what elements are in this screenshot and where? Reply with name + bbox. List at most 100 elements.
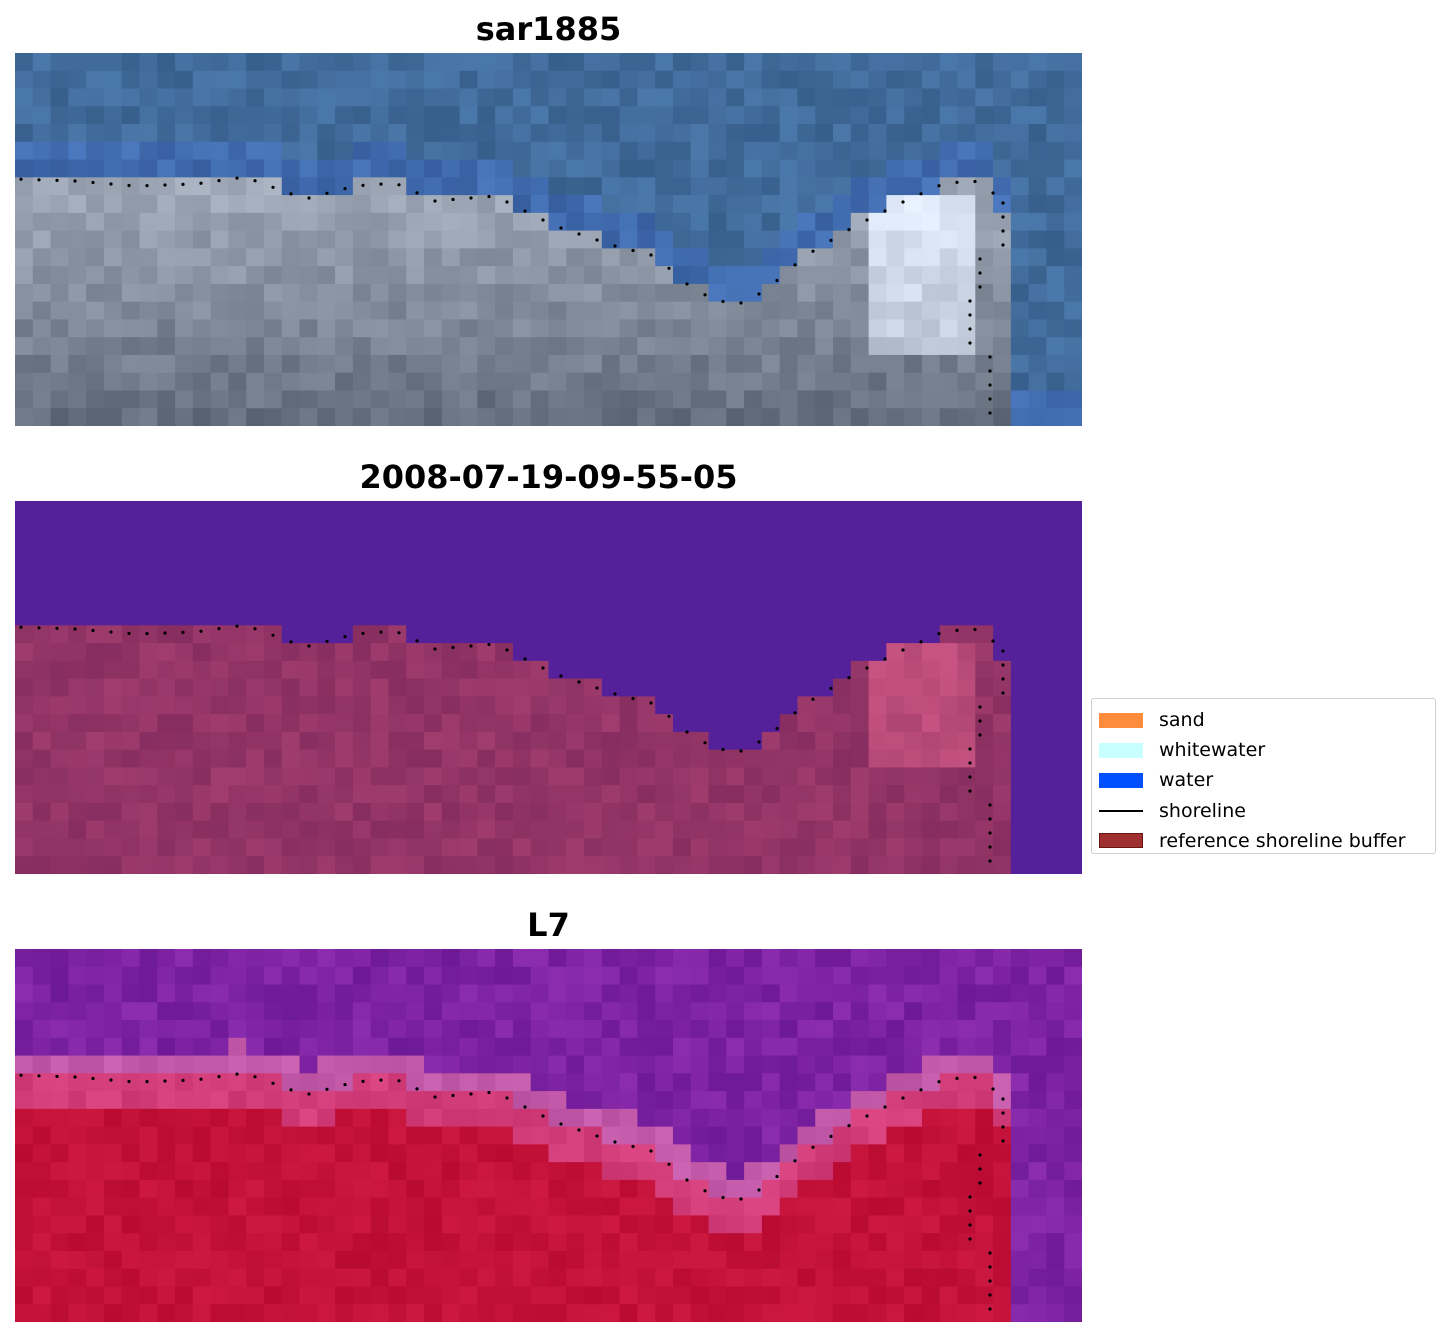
raster-pixel: [975, 572, 994, 591]
raster-pixel: [655, 572, 674, 591]
shoreline-point: [919, 192, 923, 196]
raster-pixel: [655, 212, 674, 232]
raster-pixel: [317, 749, 336, 769]
raster-pixel: [761, 372, 781, 392]
raster-pixel: [299, 1233, 318, 1252]
raster-pixel: [50, 554, 69, 573]
raster-pixel: [815, 337, 834, 356]
raster-pixel: [850, 212, 870, 232]
raster-pixel: [424, 607, 443, 626]
raster-pixel: [86, 696, 105, 715]
raster-pixel: [103, 607, 123, 626]
raster-pixel: [690, 106, 710, 125]
raster-pixel: [619, 660, 639, 680]
raster-pixel: [50, 572, 69, 591]
raster-pixel: [530, 390, 550, 409]
raster-pixel: [406, 372, 425, 392]
raster-pixel: [993, 319, 1012, 338]
raster-pixel: [886, 408, 905, 426]
raster-pixel: [815, 949, 834, 968]
raster-pixel: [441, 1002, 461, 1021]
raster-pixel: [1028, 88, 1048, 107]
raster-pixel: [690, 1215, 710, 1234]
raster-pixel: [335, 70, 354, 90]
raster-pixel: [441, 1091, 461, 1110]
raster-pixel: [868, 266, 887, 285]
raster-pixel: [68, 589, 87, 609]
raster-pixel: [548, 1304, 567, 1322]
raster-pixel: [210, 301, 229, 321]
raster-pixel: [939, 966, 959, 986]
raster-pixel: [779, 984, 799, 1003]
raster-pixel: [708, 337, 727, 356]
raster-pixel: [868, 1144, 887, 1163]
raster-pixel: [352, 696, 372, 715]
raster-pixel: [352, 802, 372, 822]
raster-pixel: [406, 984, 425, 1003]
raster-pixel: [726, 1268, 745, 1288]
raster-pixel: [975, 678, 994, 697]
raster-pixel: [459, 301, 478, 321]
raster-pixel: [886, 966, 905, 986]
raster-pixel: [530, 554, 550, 573]
raster-pixel: [281, 714, 301, 733]
raster-pixel: [868, 678, 887, 697]
raster-pixel: [15, 88, 34, 107]
raster-pixel: [1010, 159, 1030, 178]
raster-pixel: [566, 678, 585, 697]
raster-pixel: [619, 1144, 639, 1163]
raster-pixel: [868, 1108, 887, 1128]
raster-pixel: [477, 266, 496, 285]
raster-pixel: [797, 966, 816, 986]
raster-pixel: [406, 195, 425, 214]
raster-pixel: [744, 802, 763, 822]
raster-pixel: [672, 141, 692, 161]
raster-pixel: [886, 70, 905, 90]
raster-pixel: [1046, 212, 1065, 232]
raster-pixel: [139, 88, 158, 107]
raster-pixel: [975, 1304, 994, 1322]
raster-pixel: [370, 749, 390, 769]
raster-pixel: [566, 1179, 585, 1199]
raster-pixel: [86, 643, 105, 662]
shoreline-point: [955, 628, 959, 632]
raster-pixel: [281, 696, 301, 715]
raster-pixel: [1010, 390, 1030, 409]
raster-pixel: [690, 372, 710, 392]
raster-pixel: [833, 124, 852, 143]
raster-pixel: [441, 589, 461, 609]
raster-pixel: [584, 731, 603, 751]
raster-pixel: [263, 195, 283, 214]
shoreline-point: [847, 676, 851, 680]
raster-pixel: [459, 589, 478, 609]
raster-pixel: [370, 141, 390, 161]
raster-pixel: [335, 124, 354, 143]
raster-pixel: [459, 731, 478, 751]
raster-pixel: [904, 283, 923, 303]
raster-pixel: [993, 1286, 1012, 1305]
raster-pixel: [477, 1037, 496, 1057]
raster-pixel: [868, 1037, 887, 1057]
raster-pixel: [815, 266, 834, 285]
raster-pixel: [637, 749, 656, 769]
raster-pixel: [210, 785, 229, 804]
raster-pixel: [850, 354, 870, 374]
raster-pixel: [1064, 802, 1082, 822]
raster-pixel: [726, 572, 745, 591]
raster-pixel: [939, 714, 959, 733]
raster-pixel: [86, 501, 105, 520]
raster-pixel: [886, 856, 905, 874]
raster-pixel: [32, 1091, 52, 1110]
raster-pixel: [975, 266, 994, 285]
raster-pixel: [299, 714, 318, 733]
raster-pixel: [103, 984, 123, 1003]
raster-pixel: [335, 301, 354, 321]
raster-pixel: [263, 966, 283, 986]
shoreline-point: [577, 680, 581, 684]
raster-pixel: [103, 1286, 123, 1305]
raster-pixel: [815, 820, 834, 840]
shoreline-point: [991, 639, 995, 643]
raster-pixel: [548, 554, 567, 573]
raster-pixel: [530, 1055, 550, 1074]
raster-pixel: [210, 518, 229, 538]
